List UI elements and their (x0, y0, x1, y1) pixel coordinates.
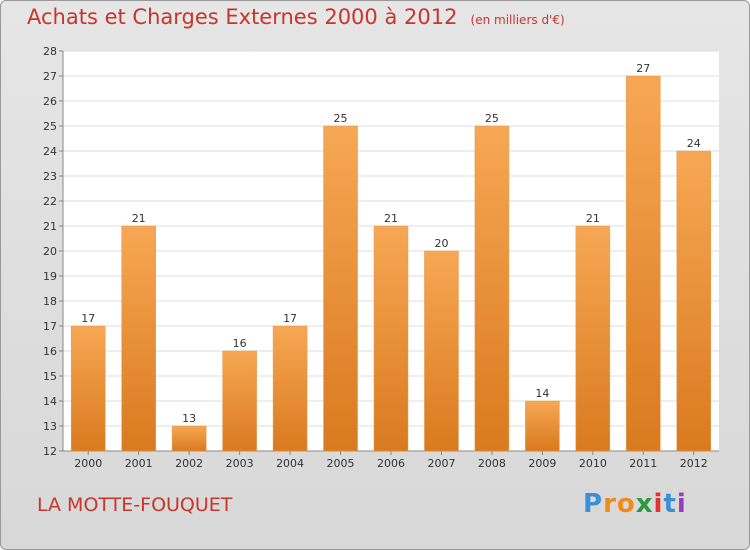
proxiti-logo: Proxiti (583, 489, 687, 519)
logo-letter: x (635, 489, 654, 519)
bar (171, 425, 207, 452)
y-tick-label: 14 (43, 395, 57, 408)
x-tick-label: 2010 (579, 457, 607, 470)
x-tick-label: 2000 (74, 457, 102, 470)
title-row: Achats et Charges Externes 2000 à 2012 (… (27, 5, 565, 29)
bar (525, 400, 560, 452)
y-tick-label: 27 (43, 70, 57, 83)
bar (424, 250, 459, 452)
bar (474, 125, 510, 452)
chart-subtitle: (en milliers d'€) (470, 13, 565, 27)
bar-value-label: 16 (233, 337, 247, 350)
x-tick-label: 2007 (427, 457, 455, 470)
logo-letter: r (603, 489, 617, 519)
y-tick-label: 20 (43, 245, 57, 258)
y-tick-label: 16 (43, 345, 57, 358)
y-tick-label: 13 (43, 420, 57, 433)
y-tick-label: 22 (43, 195, 57, 208)
bar-value-label: 17 (81, 312, 95, 325)
bar-value-label: 17 (283, 312, 297, 325)
bar (575, 225, 611, 452)
x-tick-label: 2004 (276, 457, 304, 470)
x-tick-label: 2009 (528, 457, 556, 470)
logo-letter: o (616, 489, 636, 519)
y-tick-label: 24 (43, 145, 57, 158)
logo-letter: t (663, 489, 677, 519)
place-name: LA MOTTE-FOUQUET (37, 494, 233, 516)
x-tick-label: 2008 (478, 457, 506, 470)
y-tick-label: 21 (43, 220, 57, 233)
x-tick-label: 2002 (175, 457, 203, 470)
bar (70, 325, 106, 452)
bar-value-label: 25 (485, 112, 499, 125)
logo-letter: i (653, 489, 664, 519)
y-tick-label: 26 (43, 95, 57, 108)
x-tick-label: 2012 (680, 457, 708, 470)
x-tick-label: 2003 (226, 457, 254, 470)
bar (272, 325, 308, 452)
bar-value-label: 25 (334, 112, 348, 125)
y-tick-label: 23 (43, 170, 57, 183)
bar (222, 350, 257, 452)
chart-title: Achats et Charges Externes 2000 à 2012 (27, 5, 458, 29)
bar-value-label: 20 (434, 237, 448, 250)
x-tick-label: 2005 (327, 457, 355, 470)
y-tick-label: 28 (43, 45, 57, 58)
bar-value-label: 21 (384, 212, 398, 225)
bar (626, 75, 661, 452)
bar (323, 125, 358, 452)
bar-value-label: 21 (586, 212, 600, 225)
bar-value-label: 13 (182, 412, 196, 425)
y-tick-label: 15 (43, 370, 57, 383)
bar-value-label: 27 (636, 62, 650, 75)
bar (121, 225, 156, 452)
bar (373, 225, 409, 452)
y-tick-label: 25 (43, 120, 57, 133)
y-tick-label: 12 (43, 445, 57, 458)
bar-value-label: 21 (132, 212, 146, 225)
bar (676, 150, 712, 452)
logo-letter: i (676, 489, 687, 519)
x-tick-label: 2011 (629, 457, 657, 470)
y-tick-label: 17 (43, 320, 57, 333)
x-tick-label: 2001 (125, 457, 153, 470)
x-tick-label: 2006 (377, 457, 405, 470)
y-tick-label: 19 (43, 270, 57, 283)
bar-value-label: 24 (687, 137, 701, 150)
logo-letter: P (583, 489, 604, 519)
bar-value-label: 14 (535, 387, 549, 400)
y-tick-label: 18 (43, 295, 57, 308)
